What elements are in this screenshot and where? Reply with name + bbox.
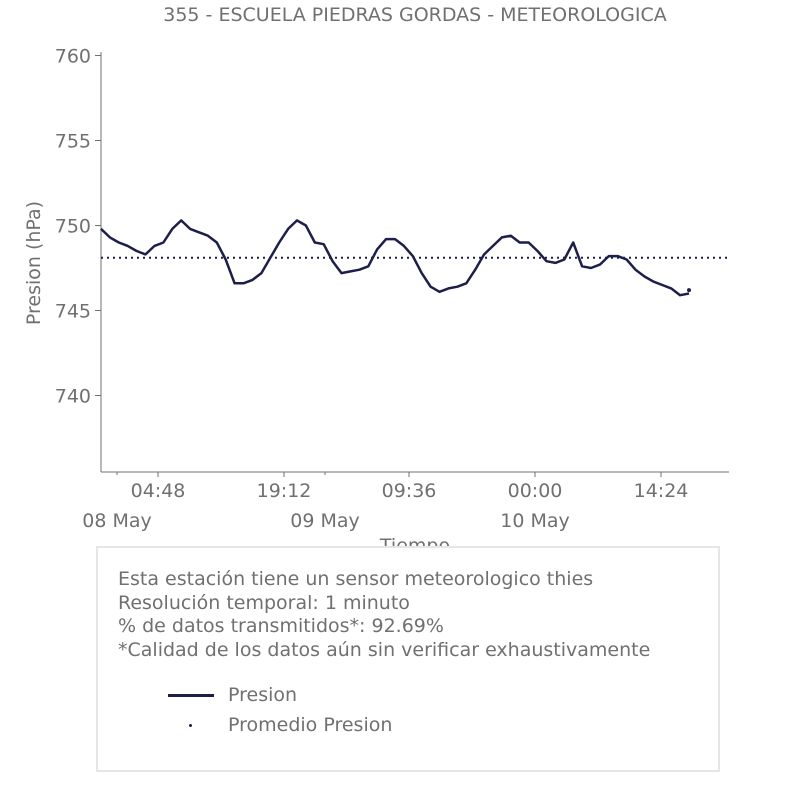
info-line-resolution: Resolución temporal: 1 minuto bbox=[118, 591, 410, 614]
y-tick-label: 740 bbox=[55, 386, 91, 408]
legend-label-promedio: Promedio Presion bbox=[228, 714, 393, 736]
x-tick-label: 09:36 bbox=[382, 480, 437, 502]
info-line-quality: *Calidad de los datos aún sin verificar … bbox=[118, 638, 651, 661]
x-date-label: 10 May bbox=[500, 510, 570, 532]
x-tick-label: 14:24 bbox=[634, 480, 689, 502]
series-end-point bbox=[687, 288, 691, 293]
legend-dot-swatch bbox=[168, 715, 214, 735]
y-axis-label: Presion (hPa) bbox=[23, 201, 45, 325]
y-tick-label: 760 bbox=[55, 46, 91, 68]
x-tick-label: 04:48 bbox=[131, 480, 186, 502]
chart-title: 355 - ESCUELA PIEDRAS GORDAS - METEOROLO… bbox=[163, 4, 666, 26]
x-date-label: 08 May bbox=[82, 510, 152, 532]
info-box: Esta estación tiene un sensor meteorolog… bbox=[96, 546, 720, 772]
legend: Presion Promedio Presion bbox=[168, 680, 392, 740]
y-tick-label: 750 bbox=[55, 216, 91, 238]
info-text: Esta estación tiene un sensor meteorolog… bbox=[118, 568, 650, 662]
y-tick-label: 755 bbox=[55, 131, 91, 153]
legend-label-presion: Presion bbox=[228, 684, 298, 706]
legend-item-promedio: Promedio Presion bbox=[168, 710, 392, 740]
y-tick-label: 745 bbox=[55, 301, 91, 323]
x-tick-label: 19:12 bbox=[257, 480, 312, 502]
legend-line-swatch bbox=[168, 685, 214, 705]
legend-item-presion: Presion bbox=[168, 680, 392, 710]
x-tick-label: 00:00 bbox=[508, 480, 563, 502]
x-date-label: 09 May bbox=[290, 510, 360, 532]
presion-series-line bbox=[100, 219, 690, 297]
info-line-transmitted: % de datos transmitidos*: 92.69% bbox=[118, 615, 444, 637]
info-line-sensor: Esta estación tiene un sensor meteorolog… bbox=[118, 568, 594, 590]
plot-area: 760 755 750 745 740 04:48 19:12 09:36 00:00 14:24… bbox=[55, 46, 729, 532]
